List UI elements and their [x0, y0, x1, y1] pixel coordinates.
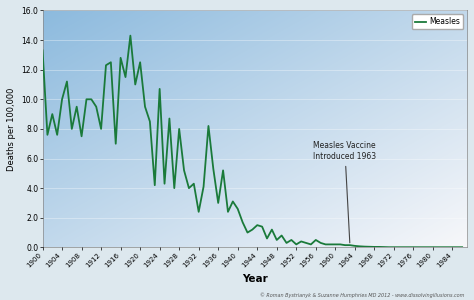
Line: Measles: Measles	[43, 36, 462, 247]
Measles	[40, 49, 46, 52]
Measles	[386, 245, 392, 249]
Measles	[166, 117, 172, 120]
Measles	[255, 224, 260, 227]
Y-axis label: Deaths per 100,000: Deaths per 100,000	[7, 87, 16, 171]
Measles	[220, 169, 226, 172]
Text: Measles Vaccine
Introduced 1963: Measles Vaccine Introduced 1963	[313, 141, 376, 243]
Text: © Roman Bystrianyk & Suzanne Humphries MD 2012 - www.dissolvingillusions.com: © Roman Bystrianyk & Suzanne Humphries M…	[260, 293, 465, 298]
Measles	[108, 61, 114, 64]
Measles	[137, 61, 143, 64]
X-axis label: Year: Year	[242, 274, 268, 284]
Measles	[128, 34, 133, 38]
Legend: Measles: Measles	[412, 14, 463, 29]
Measles	[391, 245, 397, 249]
Measles	[459, 245, 465, 249]
